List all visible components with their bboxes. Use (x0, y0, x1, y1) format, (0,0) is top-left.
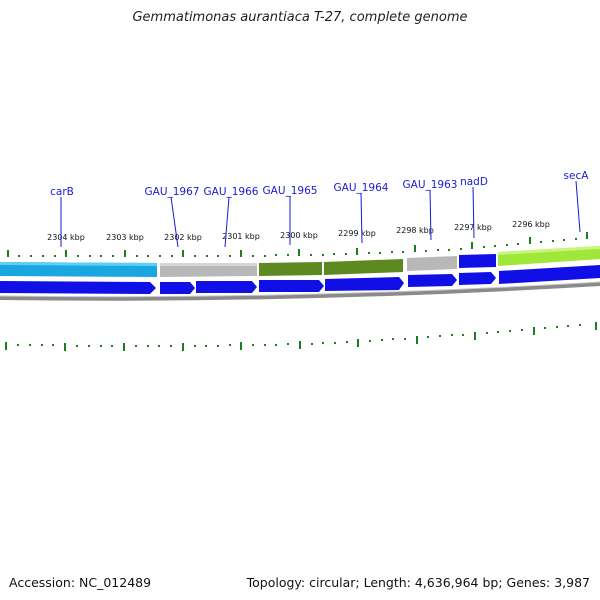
cds-arrow (499, 265, 600, 284)
cds-arrow (160, 282, 195, 294)
feature-nadD (459, 254, 496, 268)
feature-GAU_1967-1966 (160, 263, 257, 277)
kbp-label: 2304 kbp (47, 233, 85, 242)
cds-arrow (0, 281, 156, 294)
cds-arrow (259, 280, 324, 292)
kbp-label: 2296 kbp (512, 220, 550, 229)
gene-label-carB: carB (50, 186, 74, 198)
gene-label-nadD: nadD (460, 176, 488, 188)
cds-track (0, 265, 600, 294)
lower-ruler (5, 322, 597, 351)
kbp-label: 2299 kbp (338, 229, 376, 238)
kbp-label: 2303 kbp (106, 233, 144, 242)
gene-label-secA: secA (564, 170, 590, 182)
gene-label-GAU_1963: GAU_1963 (403, 179, 458, 191)
kbp-label: 2301 kbp (222, 232, 260, 241)
gene-label-GAU_1964: GAU_1964 (334, 182, 389, 194)
feature-GAU_1965 (259, 262, 322, 276)
accession-text: Accession: NC_012489 (9, 575, 152, 590)
gene-leaders (60, 180, 581, 248)
cds-arrow (459, 272, 496, 285)
genome-backbone (0, 282, 600, 301)
cds-arrow (196, 281, 257, 293)
map-title: Gemmatimonas aurantiaca T-27, complete g… (132, 10, 468, 25)
gene-label-GAU_1966: GAU_1966 (204, 186, 259, 198)
topology-text: Topology: circular; Length: 4,636,964 bp… (246, 575, 590, 590)
gene-label-GAU_1967: GAU_1967 (145, 186, 200, 198)
feature-track (0, 246, 600, 277)
upper-ruler (7, 232, 588, 257)
kbp-label: 2298 kbp (396, 226, 434, 235)
kbp-label: 2300 kbp (280, 231, 318, 240)
gene-label-GAU_1965: GAU_1965 (263, 185, 318, 197)
cds-arrow (325, 277, 404, 291)
gene-labels: carB GAU_1967 GAU_1966 GAU_1965 GAU_1964… (50, 170, 589, 198)
cds-arrow (408, 274, 457, 287)
feature-GAU_1964 (324, 259, 403, 275)
kbp-labels: 2304 kbp 2303 kbp 2302 kbp 2301 kbp 2300… (47, 220, 550, 242)
feature-GAU_1963 (407, 256, 457, 271)
kbp-label: 2297 kbp (454, 223, 492, 232)
kbp-label: 2302 kbp (164, 233, 202, 242)
